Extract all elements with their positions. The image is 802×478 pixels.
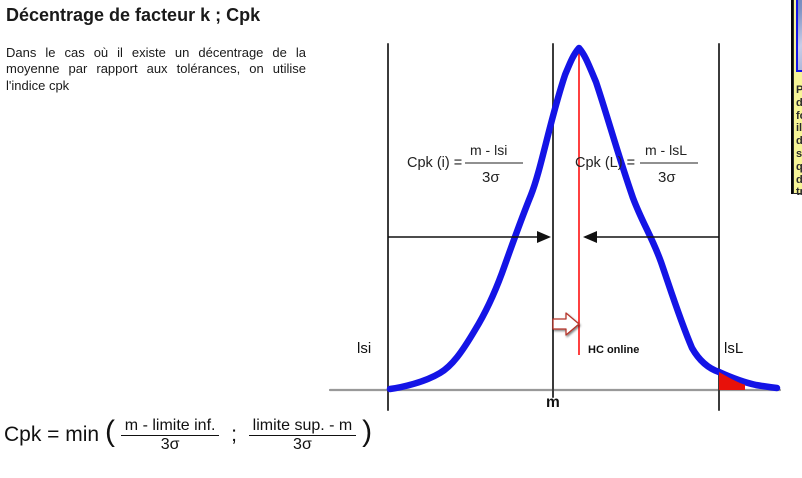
svg-text:lsi: lsi	[357, 340, 371, 357]
svg-text:m - lsi: m - lsi	[470, 142, 507, 158]
svg-text:Cpk (L) =: Cpk (L) =	[575, 155, 635, 171]
svg-text:m: m	[546, 394, 560, 411]
svg-text:Cpk (i) =: Cpk (i) =	[407, 155, 462, 171]
svg-text:lsL: lsL	[724, 340, 743, 357]
svg-text:HC online: HC online	[588, 344, 639, 356]
svg-text:3σ: 3σ	[482, 169, 500, 186]
svg-text:3σ: 3σ	[658, 169, 676, 186]
svg-text:m - lsL: m - lsL	[645, 142, 687, 158]
